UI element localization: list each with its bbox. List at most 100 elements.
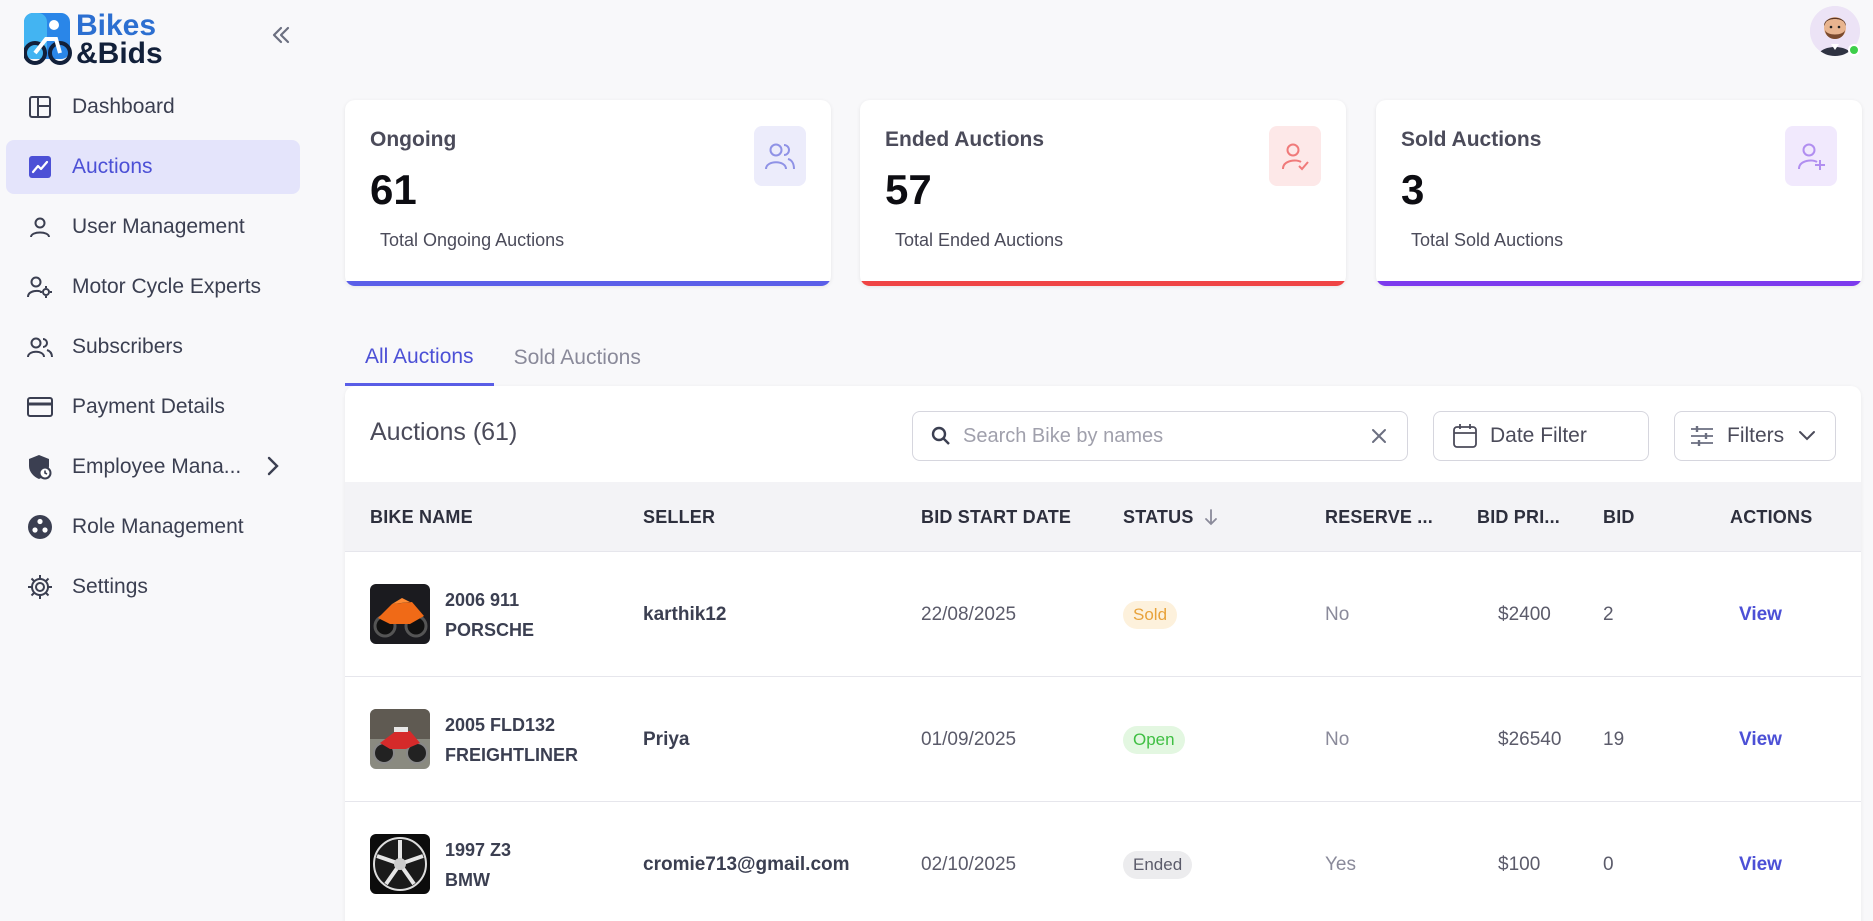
dashboard-icon <box>26 93 54 121</box>
table-row[interactable]: 2006 911 PORSCHE karthik12 22/08/2025 So… <box>345 552 1861 677</box>
bike-name-line-2: BMW <box>445 870 490 890</box>
auctions-table-panel: Auctions (61) Date Filter Filters BIKE N… <box>345 386 1861 921</box>
table-title: Auctions (61) <box>370 418 518 446</box>
column-header-bike-name[interactable]: BIKE NAME <box>370 506 473 527</box>
sidebar-item-label: Payment Details <box>72 395 225 418</box>
sidebar-item-label: Auctions <box>72 155 153 178</box>
sidebar-item-user-management[interactable]: User Management <box>6 200 300 254</box>
bike-name-line-2: FREIGHTLINER <box>445 745 578 765</box>
search-input[interactable] <box>963 424 1353 448</box>
bike-name: 2005 FLD132 FREIGHTLINER <box>445 710 578 770</box>
reserve-value: Yes <box>1325 853 1356 875</box>
date-filter-button[interactable]: Date Filter <box>1433 411 1649 461</box>
sidebar: Bikes &Bids Dashboard Auctions User Mana… <box>0 0 310 921</box>
collapse-sidebar-button[interactable] <box>266 20 296 50</box>
status-cell: Ended <box>1123 802 1193 921</box>
stat-card-accent-bar <box>345 281 831 286</box>
user-icon <box>26 213 54 241</box>
sidebar-item-settings[interactable]: Settings <box>6 560 300 614</box>
user-gear-icon <box>26 273 54 301</box>
sidebar-item-label: Subscribers <box>72 335 183 358</box>
double-chevron-left-icon <box>272 26 290 44</box>
stat-card-subtitle: Total Sold Auctions <box>1411 230 1564 250</box>
stat-card-ended: Ended Auctions 57 Total Ended Auctions <box>860 100 1346 286</box>
view-link[interactable]: View <box>1739 603 1782 625</box>
shield-icon <box>26 453 54 481</box>
gear-icon <box>26 573 54 601</box>
bid-count: 0 <box>1603 853 1614 875</box>
bid-start-date: 22/08/2025 <box>921 603 1017 625</box>
bike-thumbnail[interactable] <box>370 709 430 769</box>
column-header-bid-start-date[interactable]: BID START DATE <box>921 506 1072 527</box>
logo-line-2: &Bids <box>76 37 163 70</box>
sidebar-item-label: Role Management <box>72 515 244 538</box>
column-header-bid[interactable]: BID <box>1603 506 1635 527</box>
sidebar-item-label: Employee Mana... <box>72 455 242 478</box>
bid-start-date: 02/10/2025 <box>921 853 1017 875</box>
filters-label: Filters <box>1727 424 1785 447</box>
sidebar-item-role-management[interactable]: Role Management <box>6 500 300 554</box>
table-row[interactable]: 1997 Z3 BMW cromie713@gmail.com 02/10/20… <box>345 802 1861 921</box>
sidebar-item-payment-details[interactable]: Payment Details <box>6 380 300 434</box>
sort-arrow-down-icon[interactable] <box>1204 508 1218 526</box>
bid-price: $2400 <box>1498 603 1551 625</box>
clear-search-icon[interactable] <box>1369 426 1389 451</box>
bike-thumbnail[interactable] <box>370 584 430 644</box>
stat-card-value: 57 <box>885 166 932 213</box>
user-check-icon <box>1269 126 1321 186</box>
sidebar-item-dashboard[interactable]: Dashboard <box>6 80 300 134</box>
sidebar-item-label: Motor Cycle Experts <box>72 275 262 298</box>
status-cell: Sold <box>1123 552 1178 677</box>
column-header-bid-price[interactable]: BID PRI... <box>1477 506 1561 527</box>
tab-all-auctions[interactable]: All Auctions <box>345 330 494 386</box>
column-header-reserve[interactable]: RESERVE ... <box>1325 506 1433 527</box>
sidebar-item-subscribers[interactable]: Subscribers <box>6 320 300 374</box>
credit-card-icon <box>26 393 54 421</box>
reserve-value: No <box>1325 603 1350 625</box>
sidebar-item-employee-management[interactable]: Employee Mana... <box>6 440 300 494</box>
status-cell: Open <box>1123 677 1185 802</box>
status-badge: Open <box>1123 725 1185 754</box>
sidebar-item-label: User Management <box>72 215 245 238</box>
status-badge: Sold <box>1123 600 1178 629</box>
online-status-indicator <box>1848 44 1860 56</box>
table-row[interactable]: 2005 FLD132 FREIGHTLINER Priya 01/09/202… <box>345 677 1861 802</box>
stat-card-value: 3 <box>1401 166 1425 213</box>
bid-price: $26540 <box>1498 728 1562 750</box>
bike-name-line-1: 1997 Z3 <box>445 840 512 860</box>
chevron-right-icon <box>266 455 280 483</box>
column-header-status-label: STATUS <box>1123 506 1194 527</box>
bike-thumbnail[interactable] <box>370 834 430 894</box>
app-logo[interactable]: Bikes &Bids <box>23 9 174 70</box>
sidebar-item-motor-cycle-experts[interactable]: Motor Cycle Experts <box>6 260 300 314</box>
users-icon <box>754 126 806 186</box>
sidebar-item-label: Settings <box>72 575 148 598</box>
seller-name: karthik12 <box>643 603 727 625</box>
bid-start-date: 01/09/2025 <box>921 728 1017 750</box>
sliders-icon <box>1691 426 1713 446</box>
search-icon <box>931 426 950 445</box>
filters-dropdown[interactable]: Filters <box>1674 411 1836 461</box>
sidebar-item-auctions[interactable]: Auctions <box>6 140 300 194</box>
bid-count: 19 <box>1603 728 1625 750</box>
column-header-status[interactable]: STATUS <box>1123 482 1218 552</box>
bid-count: 2 <box>1603 603 1614 625</box>
chevron-down-icon <box>1799 431 1816 441</box>
trend-chart-icon <box>26 153 54 181</box>
seller-name: Priya <box>643 728 690 750</box>
bike-name-line-1: 2006 911 <box>445 590 520 610</box>
tab-sold-auctions[interactable]: Sold Auctions <box>513 346 641 369</box>
view-link[interactable]: View <box>1739 853 1782 875</box>
users-icon <box>26 333 54 361</box>
bid-price: $100 <box>1498 853 1541 875</box>
stat-card-accent-bar <box>860 281 1346 286</box>
view-link[interactable]: View <box>1739 728 1782 750</box>
stat-card-ongoing: Ongoing 61 Total Ongoing Auctions <box>345 100 831 286</box>
motorcycle-logo-icon <box>23 11 74 69</box>
logo-line-1: Bikes <box>76 9 157 42</box>
bike-name: 2006 911 PORSCHE <box>445 585 534 645</box>
stat-card-sold: Sold Auctions 3 Total Sold Auctions <box>1376 100 1862 286</box>
stat-card-accent-bar <box>1376 281 1862 286</box>
sidebar-nav: Dashboard Auctions User Management Motor… <box>6 80 300 620</box>
column-header-seller[interactable]: SELLER <box>643 506 716 527</box>
